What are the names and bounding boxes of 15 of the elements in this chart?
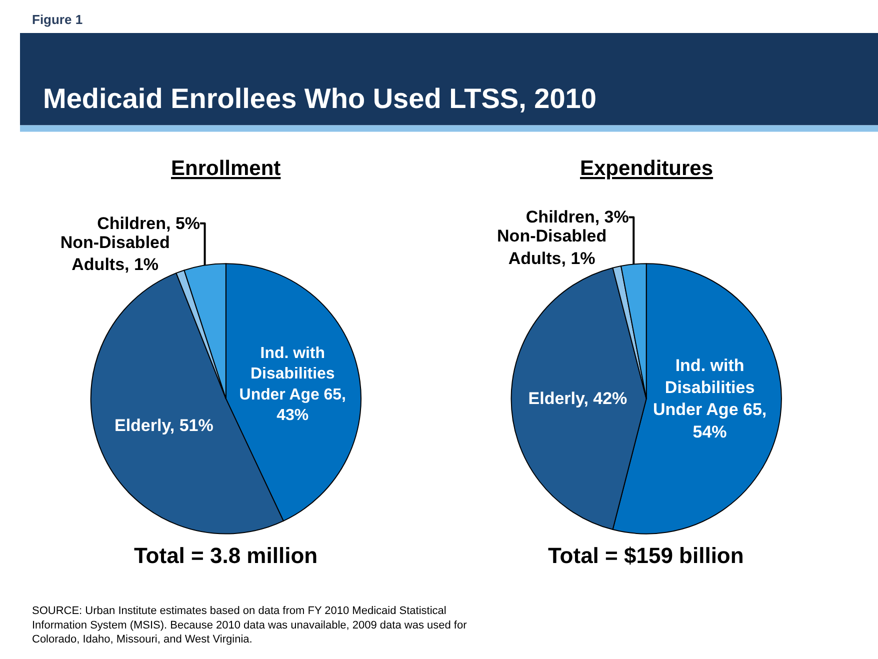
text: Total = $159 billion — [548, 543, 744, 568]
text: Medicaid Enrollees Who Used LTSS, 2010 — [43, 83, 596, 114]
chart-title: Enrollment — [171, 157, 281, 180]
slice-label: Non-Disabled Adults, 1% — [60, 232, 170, 274]
source-note: SOURCE: Urban Institute estimates based on data from FY 2010 Medicaid Statistical Information System (MSIS). Because 2010 data was unavailable, 2009 data was used for Colorado, Idaho, Missouri, and West Virginia. — [32, 605, 468, 646]
slice-label: Ind. with Disabilities Under Age 65, 43% — [239, 344, 346, 424]
slice-label: Elderly, 42% — [528, 389, 628, 408]
slice-label: Elderly, 51% — [114, 416, 214, 436]
slice-label: Children, 5% — [97, 214, 200, 233]
text: Total = 3.8 million — [134, 543, 318, 568]
chart-title: Expenditures — [580, 157, 714, 180]
slice-label: Non-Disabled Adults, 1% — [497, 226, 607, 268]
slice-label: Children, 3% — [526, 208, 629, 227]
caption: Figure 1 — [32, 12, 83, 27]
slice-label: Ind. with Disabilities Under Age 65, 54% — [652, 356, 767, 442]
